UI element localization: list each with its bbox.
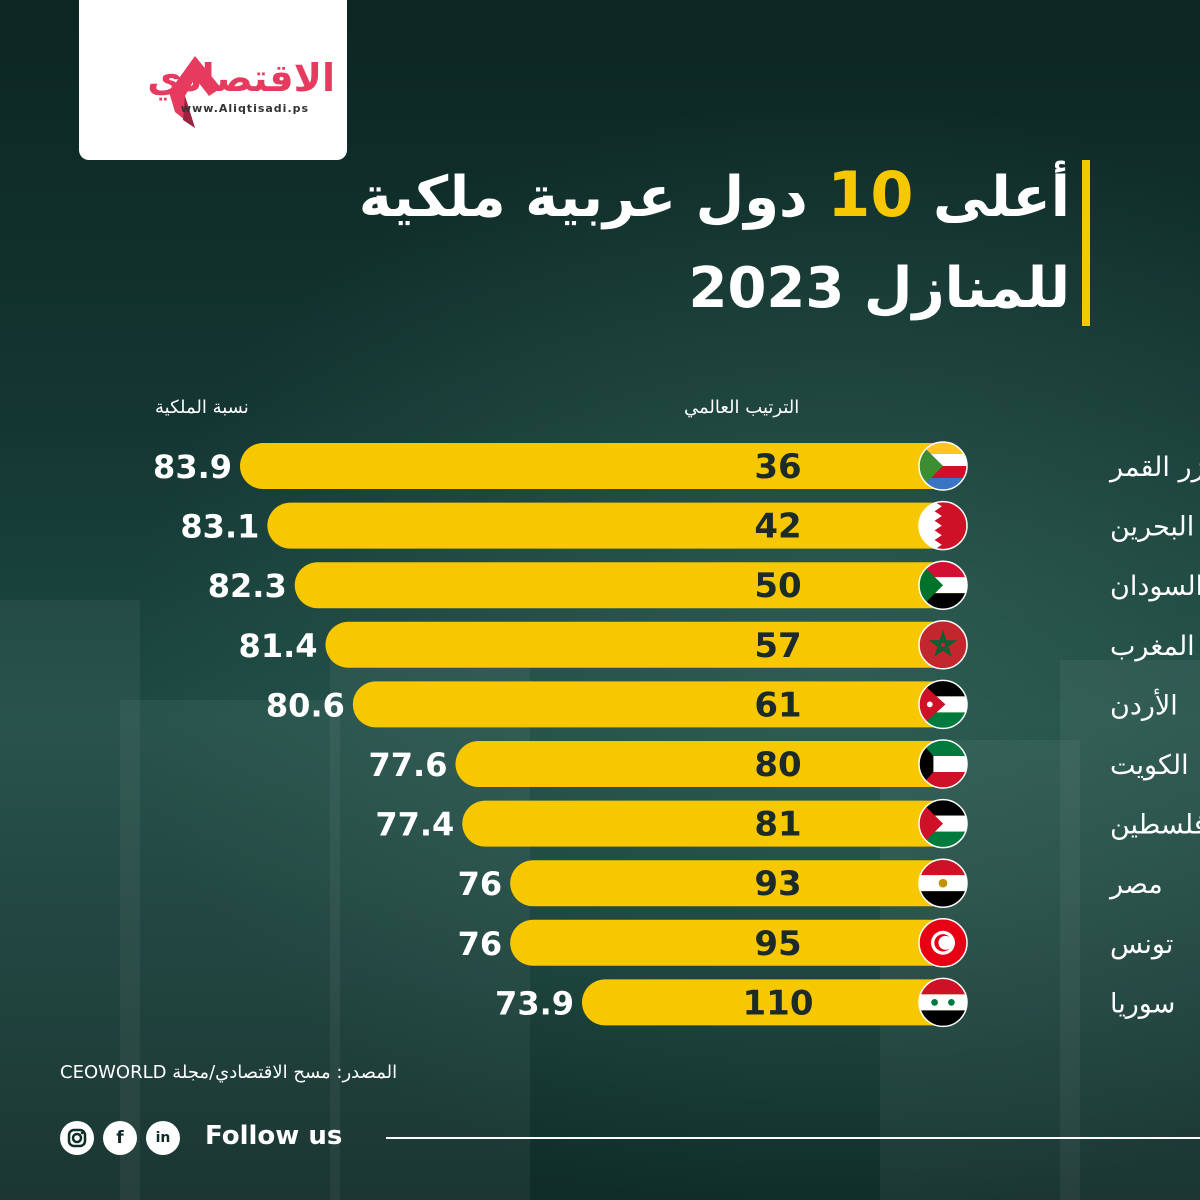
footer-divider xyxy=(386,1137,1200,1139)
rank-label: 95 xyxy=(754,924,801,964)
page-title-line-1: أعلى 10 دول عربية ملكية xyxy=(359,158,1070,235)
bar xyxy=(294,562,966,609)
data-label: 76 xyxy=(458,925,503,963)
rank-label: 57 xyxy=(754,626,801,666)
bar xyxy=(455,741,965,787)
rank-label: 50 xyxy=(754,566,801,606)
rank-label: 61 xyxy=(754,685,801,725)
column-header-rate: نسبة الملكية xyxy=(155,397,249,418)
tick-label: المغرب xyxy=(1110,631,1195,662)
flag-ring xyxy=(918,441,968,491)
flag-ring xyxy=(918,739,968,789)
tick-label: جزر القمر xyxy=(1108,452,1200,483)
brand-name: الاقتصادي xyxy=(147,56,335,100)
morocco-flag-icon xyxy=(919,620,967,669)
data-label: 80.6 xyxy=(266,686,345,724)
bar xyxy=(510,919,965,966)
tunisia-flag-icon xyxy=(919,918,967,967)
flag-ring xyxy=(918,560,968,610)
title-highlight-number: 10 xyxy=(827,158,914,231)
rank-label: 80 xyxy=(754,745,801,785)
rank-label: 81 xyxy=(754,805,801,845)
instagram-icon[interactable] xyxy=(60,1121,94,1155)
data-label: 82.3 xyxy=(208,567,287,605)
flag-ring xyxy=(918,500,968,551)
facebook-icon[interactable]: f xyxy=(103,1121,137,1155)
rank-label: 110 xyxy=(743,983,814,1023)
source-note: المصدر: مسح الاقتصادي/مجلة CEOWORLD xyxy=(60,1062,398,1083)
column-header-rank: الترتيب العالمي xyxy=(684,397,800,418)
tick-label: البحرين xyxy=(1110,512,1194,543)
flag-ring xyxy=(918,918,968,968)
data-label: 73.9 xyxy=(495,984,574,1022)
brand-logo-icon xyxy=(169,56,221,128)
bar xyxy=(267,502,965,549)
brand-url[interactable]: www.Aliqtisadi.ps xyxy=(180,102,310,115)
flag-ring xyxy=(918,977,968,1028)
rank-label: 93 xyxy=(754,864,801,904)
title-word-top: أعلى xyxy=(933,165,1070,230)
flag-ring xyxy=(918,620,968,670)
rank-label: 36 xyxy=(754,447,801,487)
bar xyxy=(510,860,965,907)
bar xyxy=(462,800,965,847)
linkedin-icon[interactable]: in xyxy=(146,1121,180,1155)
flag-ring xyxy=(918,679,968,730)
title-word-rest: دول عربية ملكية xyxy=(358,165,808,230)
data-label: 77.4 xyxy=(375,806,454,844)
tick-label: تونس xyxy=(1110,929,1173,960)
follow-us-label: Follow us xyxy=(205,1121,343,1151)
data-label: 83.1 xyxy=(180,508,259,546)
data-label: 83.9 xyxy=(153,448,232,486)
tick-label: الكويت xyxy=(1110,750,1189,781)
page-title-line-2: للمنازل 2023 xyxy=(688,256,1071,321)
flag-ring xyxy=(918,798,968,849)
tick-label: الأردن xyxy=(1110,687,1178,721)
bar xyxy=(352,681,965,728)
tick-label: فلسطين xyxy=(1110,810,1200,841)
data-label: 81.4 xyxy=(239,627,318,665)
footer: f in Follow us xyxy=(60,1118,1200,1158)
bar xyxy=(325,621,965,668)
flag-ring xyxy=(918,858,968,908)
tick-label: مصر xyxy=(1108,869,1163,900)
bar xyxy=(582,979,965,1026)
title-accent-bar xyxy=(1082,160,1090,326)
data-label: 77.6 xyxy=(369,746,448,784)
bahrain-flag-icon xyxy=(919,501,967,550)
data-label: 76 xyxy=(458,865,503,903)
egypt-flag-icon xyxy=(919,859,967,908)
rank-label: 42 xyxy=(754,507,801,547)
tick-label: السودان xyxy=(1110,571,1200,602)
bar xyxy=(240,443,965,489)
brand-logo-card[interactable] xyxy=(79,0,347,160)
tick-label: سوريا xyxy=(1110,988,1175,1019)
